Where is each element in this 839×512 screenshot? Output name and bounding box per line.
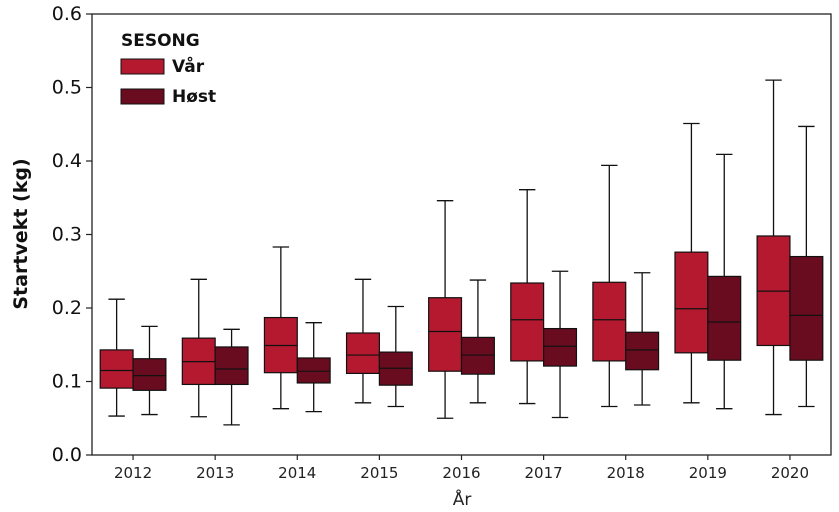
box-iqr (675, 252, 708, 353)
x-tick-label: 2017 (525, 464, 563, 482)
y-tick-label: 0.3 (52, 224, 82, 246)
legend-label-var: Vår (172, 55, 205, 77)
x-tick-label: 2012 (114, 464, 152, 482)
y-axis-label: Startvekt (kg) (10, 158, 32, 309)
x-tick-label: 2020 (771, 464, 809, 482)
box-iqr (297, 358, 330, 383)
box-2020-host (790, 126, 823, 406)
box-iqr (133, 359, 166, 391)
legend-title: SESONG (121, 31, 200, 51)
box-iqr (544, 329, 577, 366)
y-tick-label: 0.0 (52, 444, 82, 466)
box-iqr (462, 337, 495, 374)
box-2018-host (626, 273, 659, 405)
y-tick-label: 0.5 (52, 77, 82, 99)
box-2014-host (297, 323, 330, 412)
box-2018-var (593, 165, 626, 406)
box-iqr (708, 276, 741, 360)
legend-swatch-host (121, 89, 164, 104)
box-2012-var (100, 299, 133, 416)
y-tick-label: 0.1 (52, 371, 82, 393)
y-tick-label: 0.4 (52, 150, 82, 172)
x-axis-label: År (453, 488, 472, 510)
box-2019-var (675, 124, 708, 403)
box-iqr (790, 257, 823, 361)
box-iqr (215, 347, 248, 384)
box-2013-var (182, 279, 215, 416)
box-2012-host (133, 326, 166, 414)
x-tick-label: 2013 (196, 464, 234, 482)
box-2015-var (347, 279, 380, 402)
x-tick-label: 2014 (278, 464, 316, 482)
y-tick-label: 0.2 (52, 297, 82, 319)
plot-frame (92, 14, 831, 455)
box-2015-host (379, 307, 412, 407)
x-tick-label: 2018 (607, 464, 645, 482)
y-axis: 0.0 0.1 0.2 0.3 0.4 0.5 0.6 (52, 3, 92, 466)
box-iqr (429, 298, 462, 372)
y-tick-label: 0.6 (52, 3, 82, 25)
box-2014-var (264, 247, 297, 409)
box-2016-var (429, 201, 462, 419)
x-tick-label: 2019 (689, 464, 727, 482)
box-2020-var (757, 80, 790, 414)
box-2016-host (462, 280, 495, 403)
box-iqr (626, 332, 659, 369)
x-tick-label: 2015 (360, 464, 398, 482)
box-iqr (593, 282, 626, 361)
box-2017-host (544, 271, 577, 417)
box-iqr (100, 350, 133, 388)
legend-label-host: Høst (172, 87, 216, 107)
x-axis: 2012 2013 2014 2015 2016 2017 2018 2019 2020 (114, 455, 809, 482)
boxes-layer (100, 80, 823, 425)
x-tick-label: 2016 (442, 464, 480, 482)
box-iqr (347, 333, 380, 373)
box-2019-host (708, 154, 741, 408)
box-2017-var (511, 190, 544, 404)
legend-swatch-var (121, 59, 164, 74)
box-2013-host (215, 329, 248, 425)
box-iqr (511, 283, 544, 361)
legend: SESONG Vår Høst (121, 31, 216, 107)
